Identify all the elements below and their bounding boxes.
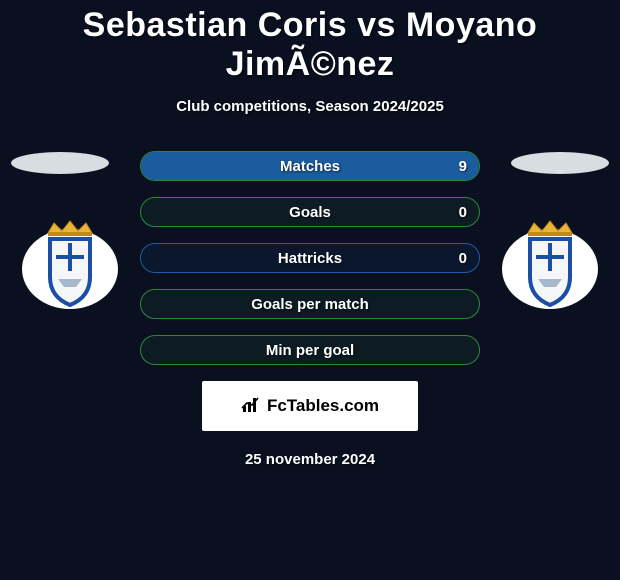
comparison-card: Sebastian Coris vs Moyano JimÃ©nez Club … <box>0 0 620 468</box>
stat-label: Min per goal <box>266 342 354 359</box>
player-ellipse-left <box>10 151 110 175</box>
stat-label: Goals per match <box>251 296 369 313</box>
chart-icon <box>241 396 261 419</box>
club-logo-right <box>500 219 600 309</box>
stat-bar: Hattricks 0 <box>140 243 480 273</box>
stat-label: Goals <box>289 204 331 221</box>
watermark: FcTables.com <box>202 381 418 431</box>
subtitle: Club competitions, Season 2024/2025 <box>0 98 620 115</box>
club-logo-left <box>20 219 120 309</box>
stat-value-right: 9 <box>459 158 467 175</box>
watermark-text: FcTables.com <box>267 396 379 416</box>
player-ellipse-right <box>510 151 610 175</box>
stat-value-right: 0 <box>459 204 467 221</box>
page-title: Sebastian Coris vs Moyano JimÃ©nez <box>0 6 620 84</box>
stat-value-right: 0 <box>459 250 467 267</box>
stat-label: Hattricks <box>278 250 342 267</box>
stat-bar: Goals 0 <box>140 197 480 227</box>
stat-bar: Min per goal <box>140 335 480 365</box>
stat-label: Matches <box>280 158 340 175</box>
date-text: 25 november 2024 <box>0 451 620 468</box>
stat-bar: Goals per match <box>140 289 480 319</box>
stat-bar: Matches 9 <box>140 151 480 181</box>
stats-area: Matches 9 Goals 0 Hattricks 0 Goals per match M… <box>0 151 620 468</box>
stat-bars: Matches 9 Goals 0 Hattricks 0 Goals per match M… <box>140 151 480 365</box>
